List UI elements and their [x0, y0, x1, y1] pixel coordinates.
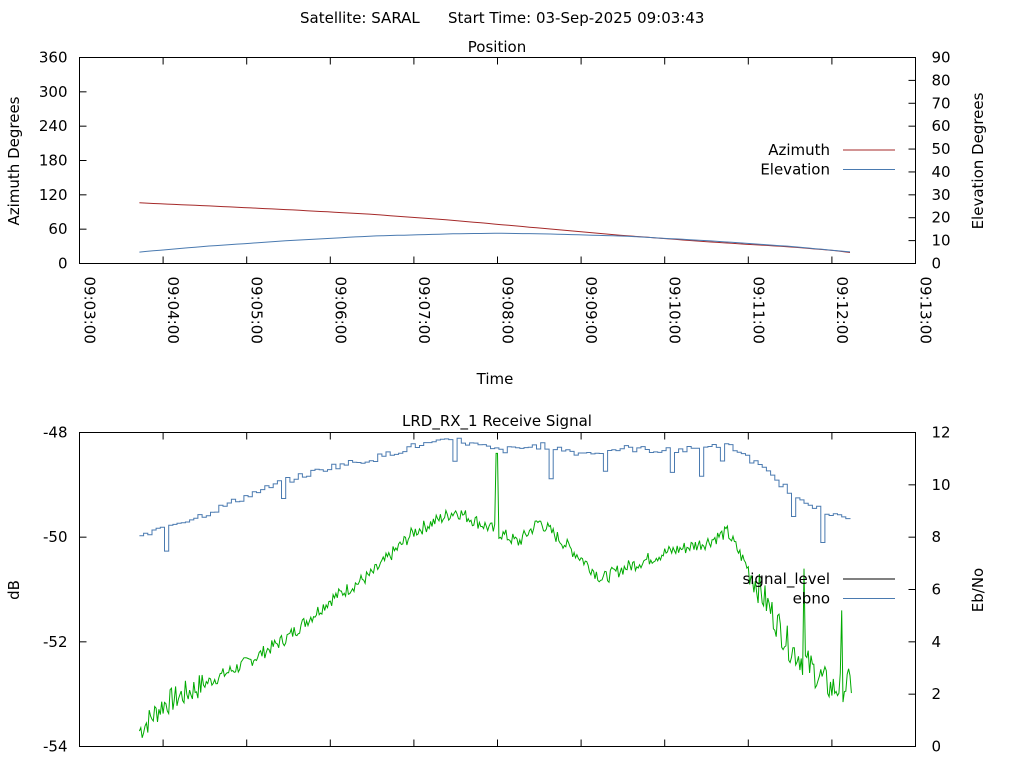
- position-xtick-label: 09:03:00: [81, 277, 99, 344]
- position-xtick-label: 09:12:00: [833, 277, 851, 344]
- position-y2tick-label: 70: [932, 94, 951, 112]
- receive-ytick-label: -50: [43, 528, 68, 546]
- position-ytick-label: 0: [58, 255, 68, 273]
- position-chart-title: Position: [468, 38, 526, 56]
- position-y2label: Elevation Degrees: [969, 92, 987, 229]
- position-ytick-label: 300: [39, 83, 68, 101]
- position-ytick-label: 360: [39, 49, 68, 67]
- receive-chart-title: LRD_RX_1 Receive Signal: [402, 412, 592, 431]
- receive-ytick-label: -48: [43, 424, 68, 442]
- position-xlabel: Time: [476, 370, 514, 388]
- receive-y2tick-label: 2: [932, 685, 942, 703]
- receive-y2tick-label: 0: [932, 738, 942, 756]
- position-y2tick-label: 40: [932, 163, 951, 181]
- receive-ylabel: dB: [5, 580, 23, 600]
- position-legend-label: Azimuth: [768, 141, 830, 159]
- position-y2tick-label: 50: [932, 140, 951, 158]
- position-ytick-label: 180: [39, 152, 68, 170]
- receive-y2tick-label: 4: [932, 633, 942, 651]
- position-ytick-label: 60: [48, 220, 67, 238]
- satellite-label: Satellite: SARAL: [300, 9, 420, 27]
- position-xtick-label: 09:11:00: [749, 277, 767, 344]
- position-xtick-label: 09:08:00: [499, 277, 517, 344]
- position-legend-label: Elevation: [760, 161, 830, 179]
- receive-legend-label: ebno: [793, 590, 830, 608]
- receive-signal-chart: LRD_RX_1 Receive Signal dB Eb/No -54 -52 -…: [5, 412, 987, 756]
- position-xtick-label: 09:04:00: [164, 277, 182, 344]
- receive-series-ebno: [139, 437, 851, 552]
- position-xtick-label: 09:09:00: [582, 277, 600, 344]
- receive-y2tick-label: 10: [932, 476, 951, 494]
- receive-ytick-label: -54: [43, 738, 68, 756]
- position-series-Elevation: [139, 232, 851, 253]
- position-ytick-label: 120: [39, 186, 68, 204]
- receive-series-signal-level: [138, 452, 852, 738]
- receive-y2tick-label: 12: [932, 424, 951, 442]
- position-y2tick-label: 30: [932, 186, 951, 204]
- position-y2tick-label: 0: [932, 255, 942, 273]
- position-xtick-label: 09:10:00: [666, 277, 684, 344]
- receive-y2tick-label: 6: [932, 581, 942, 599]
- start-time-label: Start Time: 03-Sep-2025 09:03:43: [448, 9, 704, 27]
- receive-y2tick-label: 8: [932, 528, 942, 546]
- position-y2tick-label: 20: [932, 209, 951, 227]
- receive-y2label: Eb/No: [969, 568, 987, 612]
- position-series-Azimuth: [139, 202, 851, 253]
- position-xtick-label: 09:13:00: [917, 277, 935, 344]
- position-xtick-label: 09:06:00: [331, 277, 349, 344]
- position-xtick-label: 09:05:00: [248, 277, 266, 344]
- position-y2tick-label: 90: [932, 49, 951, 67]
- position-y2tick-label: 10: [932, 232, 951, 250]
- position-chart: Position Azimuth Degrees Elevation Degre…: [5, 38, 987, 388]
- receive-ytick-label: -52: [43, 633, 68, 651]
- position-ytick-label: 240: [39, 117, 68, 135]
- receive-legend-label: signal_level: [742, 570, 830, 589]
- position-ylabel: Azimuth Degrees: [5, 96, 23, 225]
- position-y2tick-label: 80: [932, 71, 951, 89]
- position-xtick-label: 09:07:00: [415, 277, 433, 344]
- position-y2tick-label: 60: [932, 117, 951, 135]
